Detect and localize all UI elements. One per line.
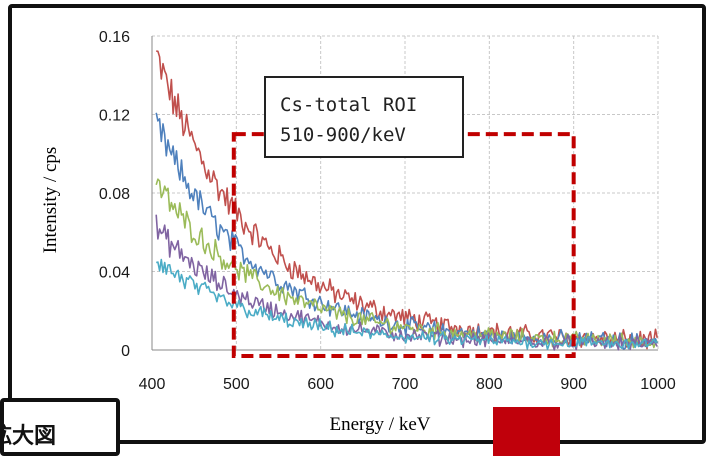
roi-label-line1: Cs-total ROI [280, 94, 418, 116]
x-tick-label: 600 [307, 376, 334, 393]
x-tick-label: 400 [139, 376, 166, 393]
y-tick-label: 0 [121, 343, 130, 360]
x-tick-label: 700 [392, 376, 419, 393]
zoom-label-text: 拡大図 [4, 424, 57, 449]
x-tick-label: 500 [223, 376, 250, 393]
x-tick-label: 1000 [640, 376, 676, 393]
y-tick-label: 0.08 [99, 186, 130, 203]
zoom-label-tab: 拡大図 [0, 398, 120, 456]
red-marker [493, 407, 560, 456]
roi-label-box: Cs-total ROI 510-900/keV [264, 76, 464, 158]
y-tick-label: 0.04 [99, 265, 130, 282]
roi-label-line2: 510-900/keV [280, 124, 406, 146]
y-tick-label: 0.16 [99, 29, 130, 46]
y-axis-title: Intensity / cps [40, 147, 61, 254]
y-tick-label: 0.12 [99, 108, 130, 125]
x-axis-title: Energy / keV [330, 414, 431, 435]
x-tick-label: 900 [560, 376, 587, 393]
x-tick-label: 800 [476, 376, 503, 393]
tick-labels: 400 500 600 700 800 900 1000 0 0.04 0.08 0.12 0.16 [99, 29, 676, 393]
